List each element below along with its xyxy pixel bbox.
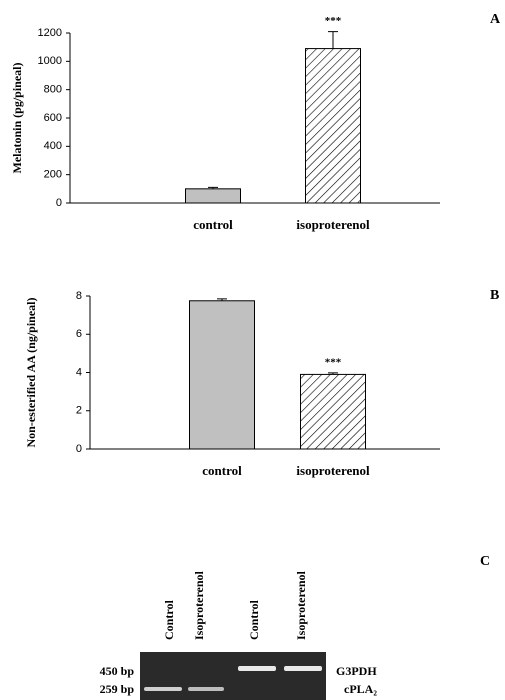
significance: *** [325, 15, 342, 27]
y-tick-label: 8 [76, 290, 82, 302]
bar [306, 49, 361, 203]
gel-band [284, 666, 322, 671]
gene-label: G3PDH [336, 664, 377, 678]
y-tick-label: 200 [44, 169, 62, 181]
y-tick-label: 6 [76, 328, 82, 340]
error-bar [328, 32, 338, 49]
panel-letter: B [490, 288, 499, 303]
bar [301, 374, 366, 449]
gene-label: cPLA₂ [344, 682, 377, 696]
significance: *** [325, 356, 342, 368]
size-marker: 259 bp [100, 682, 135, 696]
x-tick-label: isoproterenol [296, 217, 370, 232]
gel-band [144, 687, 182, 691]
y-axis-label: Non-esterified AA (ng/pineal) [24, 298, 38, 448]
gel-panel: C Control Isoproterenol Control Isoprote… [100, 554, 490, 700]
lane-label: Control [162, 600, 176, 640]
gel-band [238, 666, 276, 671]
y-tick-label: 1200 [38, 27, 62, 39]
y-tick-label: 400 [44, 140, 62, 152]
lane-label: Isoproterenol [192, 570, 206, 640]
lane-label: Isoproterenol [294, 570, 308, 640]
y-axis-label: Melatonin (pg/pineal) [10, 62, 24, 173]
y-tick-label: 4 [76, 366, 82, 378]
y-tick-label: 0 [56, 197, 62, 209]
bar [190, 301, 255, 449]
lane-label: Control [247, 600, 261, 640]
x-tick-label: isoproterenol [296, 463, 370, 478]
panel-letter: A [490, 12, 501, 27]
y-tick-label: 1000 [38, 55, 62, 67]
y-tick-label: 2 [76, 405, 82, 417]
bar [186, 189, 241, 203]
gel [140, 652, 326, 700]
x-tick-label: control [202, 463, 242, 478]
figure: C Control Isoproterenol Control Isoprote… [0, 0, 505, 700]
y-tick-label: 600 [44, 112, 62, 124]
panel-letter: C [480, 554, 490, 569]
y-tick-label: 0 [76, 443, 82, 455]
size-marker: 450 bp [100, 664, 135, 678]
x-tick-label: control [193, 217, 233, 232]
gel-band [188, 687, 224, 691]
y-tick-label: 800 [44, 84, 62, 96]
